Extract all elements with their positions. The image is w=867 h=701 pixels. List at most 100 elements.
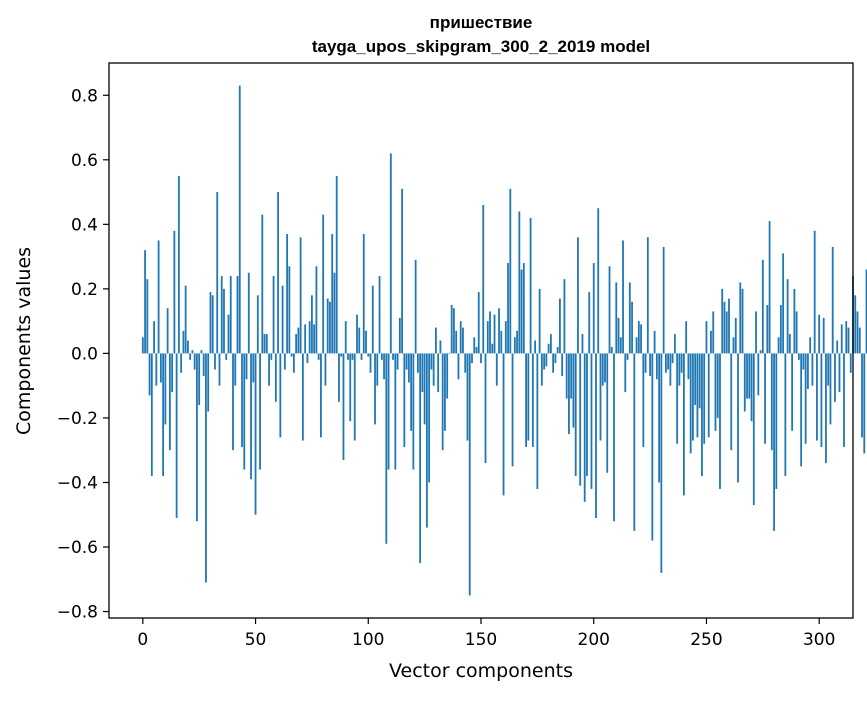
bar (838, 353, 841, 393)
bar (236, 275, 239, 354)
bar (259, 353, 261, 470)
bar (622, 240, 624, 354)
bar (534, 340, 537, 354)
bar (779, 305, 782, 354)
bar (484, 353, 487, 464)
bar (369, 353, 372, 373)
bar (437, 353, 440, 393)
bar (818, 314, 821, 354)
bar (807, 353, 809, 389)
bar (216, 192, 219, 354)
bar (232, 353, 234, 451)
bar (545, 353, 548, 367)
bar (761, 259, 764, 354)
bar (371, 285, 374, 354)
bar (281, 285, 284, 354)
bar (414, 259, 417, 354)
bar (148, 353, 151, 396)
y-tick-label: −0.8 (57, 603, 98, 623)
bar (624, 353, 627, 393)
bar (202, 353, 205, 376)
bar (394, 353, 397, 470)
chart-title-line1: пришествие (430, 13, 533, 32)
bar (238, 85, 241, 354)
bar (189, 353, 192, 360)
bar (732, 337, 735, 354)
bar (360, 353, 363, 360)
bar (581, 334, 584, 354)
bar (577, 237, 579, 354)
bar (462, 327, 464, 354)
bar (376, 353, 379, 386)
bar (435, 327, 437, 354)
bar (730, 353, 733, 451)
bar (430, 353, 433, 370)
bar (320, 353, 322, 438)
bar (673, 334, 676, 354)
bar (599, 353, 602, 441)
bar (473, 337, 476, 354)
bar (153, 321, 155, 354)
bar (333, 272, 336, 354)
bar (166, 308, 169, 354)
bar (764, 353, 766, 444)
bar (804, 353, 807, 444)
bar (389, 153, 392, 354)
bar (513, 337, 516, 354)
bar (531, 353, 534, 447)
chart-title-line2: tayga_upos_skipgram_300_2_2019 model (312, 37, 650, 56)
bar (209, 292, 212, 354)
bar (211, 295, 214, 354)
bar (637, 321, 640, 354)
bar (250, 353, 252, 480)
bar (214, 353, 216, 370)
bar (649, 353, 651, 376)
bar (200, 350, 203, 354)
bar (655, 353, 658, 380)
bar (288, 266, 291, 354)
bar (396, 353, 399, 370)
bar (748, 353, 751, 399)
bar (425, 353, 428, 528)
bar (856, 311, 859, 354)
bar (457, 353, 460, 380)
bar (739, 282, 742, 354)
bar (322, 214, 325, 354)
bar (252, 353, 255, 383)
bar (180, 353, 183, 373)
bar (353, 353, 356, 441)
bar (845, 321, 848, 354)
bar (468, 353, 471, 596)
bar (615, 282, 618, 354)
bar (825, 353, 827, 464)
bar (540, 353, 543, 386)
bar (412, 353, 415, 470)
bar (561, 353, 564, 376)
bar (701, 353, 703, 477)
bar (788, 334, 791, 354)
x-tick-label: 250 (690, 630, 722, 650)
bar (536, 353, 539, 489)
y-tick-label: −0.2 (57, 409, 98, 429)
bar (459, 321, 462, 354)
bar (865, 269, 867, 354)
bar (775, 353, 778, 489)
bar (229, 275, 232, 354)
bar (719, 353, 721, 489)
bar (311, 295, 313, 354)
bar (809, 337, 812, 354)
bar (678, 353, 681, 386)
x-axis-ticks: 0 50 100 150 200 250 300 (137, 618, 835, 650)
bar (162, 353, 165, 477)
bar (482, 204, 485, 354)
bar-series (141, 85, 867, 596)
bar (475, 346, 478, 354)
bar (840, 324, 843, 354)
bar (538, 288, 541, 354)
bar (552, 353, 555, 373)
bar (141, 337, 144, 354)
bar (644, 353, 647, 373)
bar (604, 353, 606, 383)
bar (854, 295, 857, 354)
